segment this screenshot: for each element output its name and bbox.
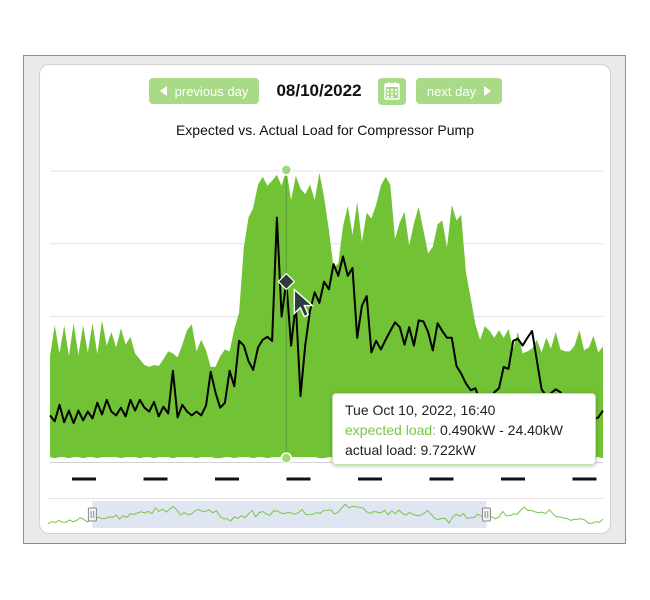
- tooltip-actual-label: actual load:: [345, 442, 417, 458]
- chart-title: Expected vs. Actual Load for Compressor …: [175, 122, 475, 138]
- tooltip-actual-row: actual load: 9.722kW: [345, 440, 595, 460]
- triangle-left-icon: [159, 86, 167, 96]
- expected-lower-marker: [280, 452, 293, 464]
- navigator-selection[interactable]: [92, 501, 487, 528]
- actual-load-marker: [277, 272, 296, 291]
- navigator-series-line: [47, 503, 604, 525]
- chart-frame: previous day 08/10/2022 next day Expecte…: [23, 55, 626, 544]
- triangle-right-icon: [484, 86, 492, 96]
- expected-load-area: [50, 170, 603, 459]
- hover-tooltip: Tue Oct 10, 2022, 16:40 expected load: 0…: [332, 393, 596, 465]
- calendar-icon: [384, 82, 400, 100]
- tooltip-actual-value: 9.722kW: [420, 442, 476, 458]
- tooltip-expected-label: expected load:: [345, 422, 437, 438]
- previous-day-button[interactable]: previous day: [149, 78, 259, 104]
- range-navigator[interactable]: [47, 498, 604, 529]
- calendar-button[interactable]: [378, 78, 406, 105]
- expected-upper-marker: [280, 164, 293, 176]
- next-day-label: next day: [426, 83, 477, 99]
- chart-card: previous day 08/10/2022 next day Expecte…: [39, 64, 611, 534]
- navigator-right-handle[interactable]: [481, 507, 491, 522]
- mouse-pointer-icon: [293, 288, 315, 318]
- tooltip-expected-value: 0.490kW - 24.40kW: [439, 422, 563, 438]
- actual-load-line: [49, 216, 604, 425]
- current-date: 08/10/2022: [276, 81, 362, 100]
- chart-plot[interactable]: [40, 65, 610, 535]
- navigator-left-handle[interactable]: [87, 507, 97, 522]
- previous-day-label: previous day: [174, 83, 249, 99]
- tooltip-time: Tue Oct 10, 2022, 16:40: [345, 402, 496, 418]
- tooltip-expected-row: expected load: 0.490kW - 24.40kW: [345, 420, 595, 440]
- next-day-button[interactable]: next day: [416, 78, 502, 104]
